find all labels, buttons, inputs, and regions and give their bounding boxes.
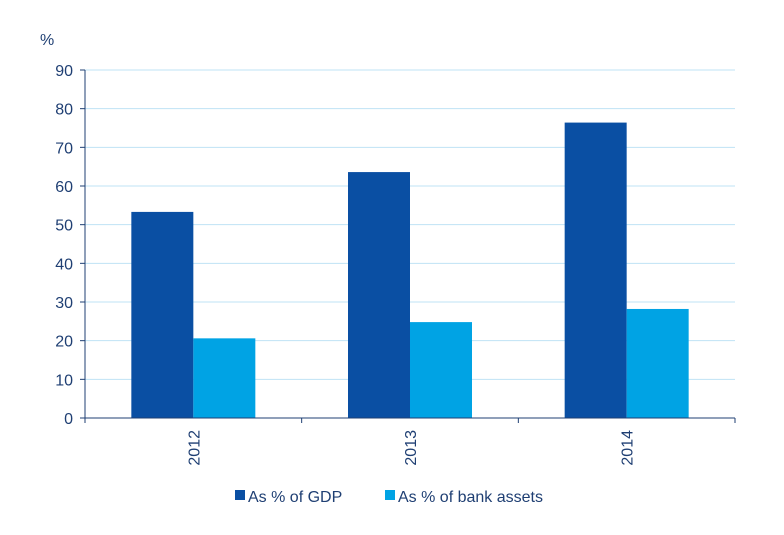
y-tick-label: 70 bbox=[55, 140, 73, 157]
axes bbox=[84, 70, 735, 419]
legend: As % of GDP As % of bank assets bbox=[235, 489, 543, 506]
y-tick-label: 40 bbox=[55, 256, 73, 273]
y-tick-label: 10 bbox=[55, 372, 73, 389]
bar-gdp-2012 bbox=[131, 211, 194, 418]
legend-swatch bbox=[235, 490, 245, 500]
y-tick-label: 50 bbox=[55, 218, 73, 235]
bar-bank-assets-2013 bbox=[410, 322, 472, 418]
bars bbox=[131, 122, 689, 418]
legend-label: As % of bank assets bbox=[398, 489, 543, 506]
x-tick-label: 2013 bbox=[403, 430, 420, 466]
bar-bank-assets-2012 bbox=[193, 338, 256, 418]
y-tick-label: 80 bbox=[55, 102, 73, 119]
legend-swatch bbox=[385, 490, 395, 500]
y-tick-label: 90 bbox=[55, 63, 73, 80]
y-axis-ticks: 0 10 20 30 40 50 60 70 80 90 bbox=[55, 63, 85, 428]
x-tick-label: 2014 bbox=[620, 430, 637, 466]
x-axis-ticks: 2012 2013 2014 bbox=[84, 418, 736, 466]
x-tick-label: 2012 bbox=[186, 430, 203, 466]
y-tick-label: 0 bbox=[64, 411, 73, 428]
y-axis-unit-label: % bbox=[40, 32, 54, 49]
y-tick-label: 20 bbox=[55, 334, 73, 351]
legend-label: As % of GDP bbox=[248, 489, 342, 506]
bar-gdp-2014 bbox=[564, 122, 627, 418]
y-tick-label: 60 bbox=[55, 179, 73, 196]
bar-bank-assets-2014 bbox=[626, 308, 689, 418]
y-tick-label: 30 bbox=[55, 295, 73, 312]
bar-gdp-2013 bbox=[348, 172, 410, 418]
